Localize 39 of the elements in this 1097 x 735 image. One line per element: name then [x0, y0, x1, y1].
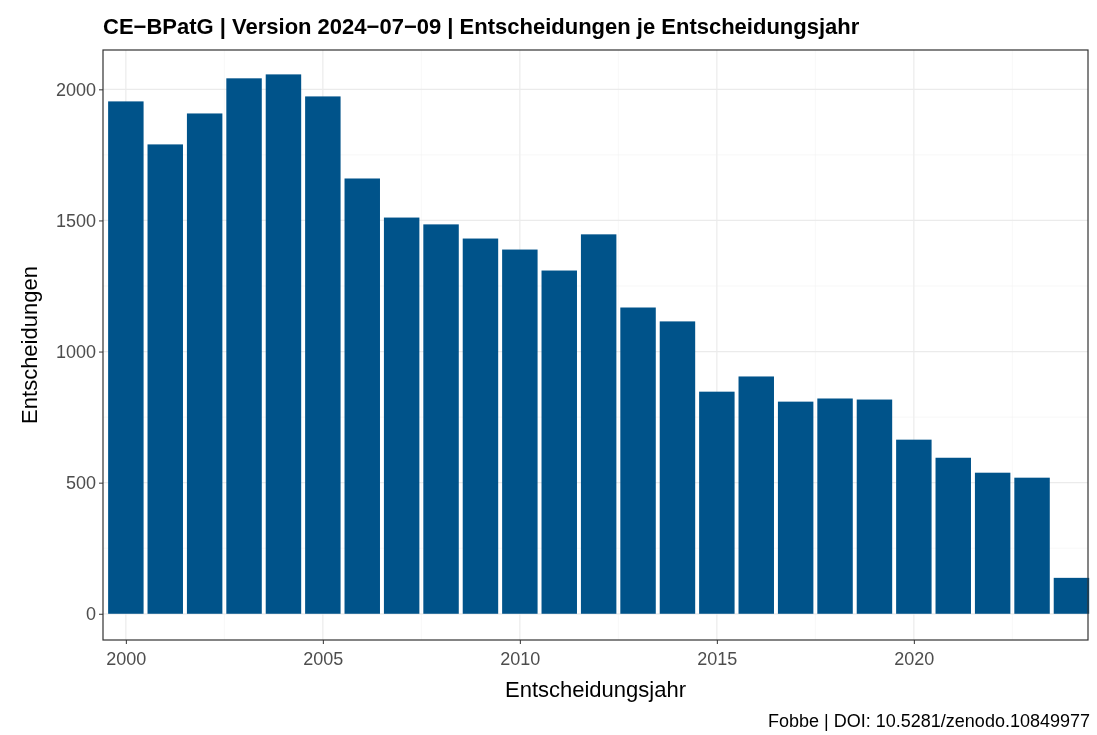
bar — [462, 238, 499, 614]
bar — [817, 398, 853, 614]
x-tick-label: 2005 — [303, 649, 344, 669]
bar — [777, 401, 814, 614]
bar — [344, 178, 380, 614]
bar — [699, 391, 735, 614]
bar — [1014, 477, 1050, 614]
y-tick-label: 1000 — [55, 341, 96, 362]
bar — [383, 217, 420, 614]
y-tick-label: 1500 — [55, 210, 96, 231]
bar — [974, 472, 1011, 614]
bar — [147, 144, 183, 614]
bar — [108, 101, 144, 614]
y-tick-label: 500 — [65, 472, 96, 493]
x-tick-label: 2000 — [106, 649, 147, 669]
bar — [226, 78, 262, 614]
y-axis-title: Entscheidungen — [17, 266, 42, 424]
bar — [856, 399, 893, 614]
bar — [265, 74, 302, 614]
bar — [186, 113, 223, 614]
chart-title: CE−BPatG | Version 2024−07−09 | Entscheidungen je Entscheidungsjahr — [103, 14, 860, 39]
x-tick-label: 2020 — [894, 649, 935, 669]
text: Fobbe | DOI: 10.5281/zenodo.10849977 — [768, 711, 1090, 731]
bar — [935, 457, 971, 614]
bar — [738, 376, 774, 614]
bar — [541, 270, 577, 614]
y-tick-label: 2000 — [55, 79, 96, 100]
x-tick-label: 2010 — [500, 649, 541, 669]
x-axis-title: Entscheidungsjahr — [504, 677, 687, 702]
bar — [896, 439, 932, 614]
bar — [305, 96, 341, 614]
bar — [620, 307, 656, 614]
x-tick-label: 2015 — [697, 649, 738, 669]
bar — [659, 321, 696, 614]
bar — [423, 224, 459, 614]
bar — [502, 249, 538, 614]
bar — [580, 234, 617, 614]
bar — [1053, 577, 1090, 614]
y-tick-label: 0 — [85, 604, 96, 625]
